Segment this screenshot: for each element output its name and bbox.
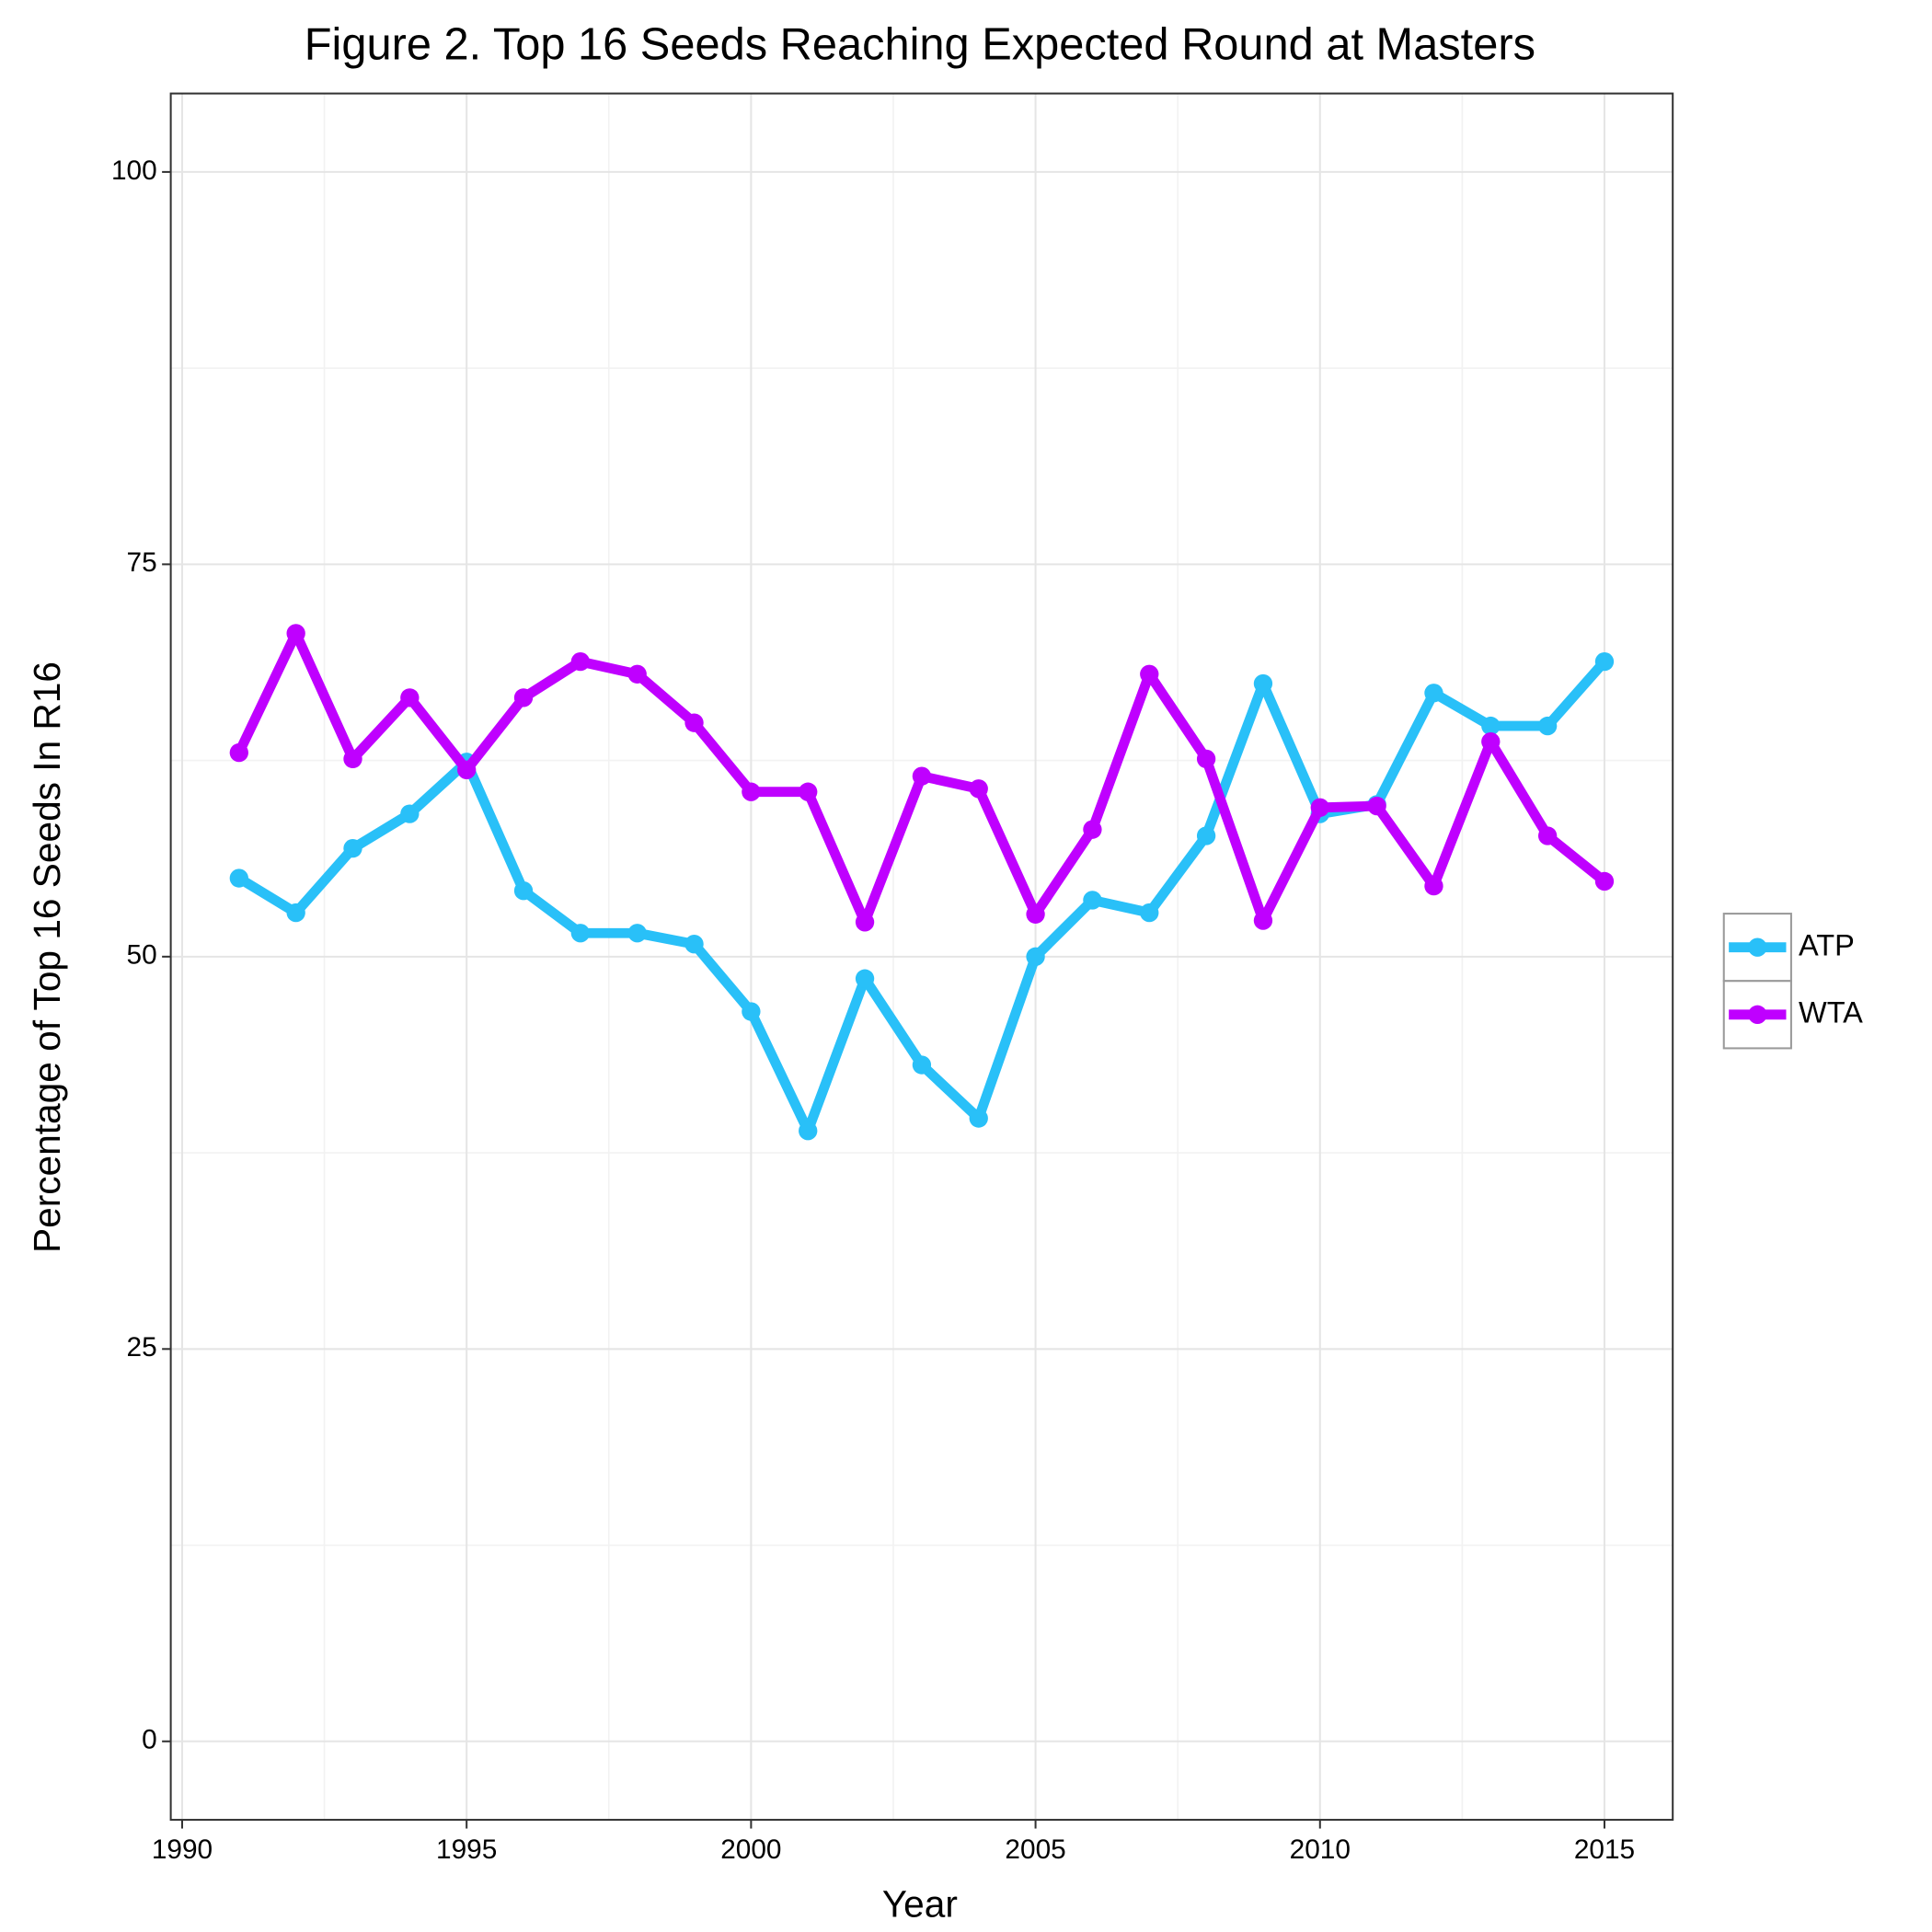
data-point: [400, 688, 420, 707]
data-point: [1026, 904, 1045, 924]
data-point: [1083, 891, 1102, 910]
series: [229, 624, 1615, 932]
data-point: [1537, 716, 1558, 736]
data-point: [799, 782, 818, 801]
data-point: [1253, 673, 1273, 694]
legend-label: ATP: [1799, 928, 1855, 961]
data-point: [969, 779, 988, 799]
data-point: [1196, 749, 1216, 769]
data-point: [799, 1121, 818, 1141]
data-point: [513, 688, 534, 707]
data-point: [627, 924, 647, 943]
data-point: [343, 749, 362, 769]
data-point: [1367, 796, 1386, 816]
chart-title: Figure 2. Top 16 Seeds Reaching Expected…: [305, 19, 1535, 69]
data-point: [1481, 731, 1501, 752]
data-point: [742, 782, 761, 801]
legend-label: WTA: [1799, 995, 1863, 1029]
data-point: [855, 969, 875, 988]
y-tick-label: 50: [127, 940, 157, 971]
data-point: [457, 760, 477, 780]
data-point: [1196, 826, 1216, 845]
data-point: [229, 868, 248, 888]
data-point: [1140, 903, 1159, 923]
data-point: [1140, 664, 1159, 684]
data-point: [286, 903, 305, 923]
data-point: [912, 766, 932, 786]
data-point: [1026, 947, 1045, 966]
x-tick-label: 1995: [436, 1834, 497, 1865]
x-tick-label: 2015: [1574, 1834, 1635, 1865]
data-point: [1481, 716, 1501, 736]
data-point: [855, 913, 875, 932]
x-axis-title: Year: [882, 1883, 958, 1926]
data-point: [1083, 820, 1102, 839]
legend-point: [1748, 937, 1767, 957]
data-point: [912, 1055, 932, 1075]
data-point: [1537, 826, 1558, 845]
y-tick-label: 100: [111, 155, 157, 186]
data-point: [627, 664, 647, 684]
x-tick-label: 2010: [1290, 1834, 1351, 1865]
y-tick-label: 0: [142, 1725, 157, 1755]
data-point: [1253, 911, 1273, 930]
y-tick-label: 75: [127, 547, 157, 578]
data-point: [513, 881, 534, 901]
data-point: [286, 624, 305, 643]
data-point: [570, 924, 591, 943]
data-point: [229, 742, 248, 763]
data-point: [1594, 651, 1615, 672]
plot-border: [169, 92, 1674, 1822]
x-tick-label: 2000: [720, 1834, 781, 1865]
data-point: [343, 838, 362, 858]
x-tick-label: 2005: [1005, 1834, 1065, 1865]
data-point: [570, 651, 591, 672]
data-point: [1424, 876, 1443, 896]
x-tick-label: 1990: [152, 1834, 213, 1865]
data-point: [400, 804, 420, 823]
data-point: [684, 713, 704, 732]
data-point: [969, 1109, 988, 1128]
legend-point: [1748, 1005, 1767, 1024]
data-point: [742, 1002, 761, 1021]
data-point: [1594, 871, 1615, 891]
data-point: [1310, 798, 1329, 817]
y-tick-label: 25: [127, 1332, 157, 1363]
data-point: [1424, 684, 1443, 703]
data-point: [684, 935, 704, 954]
y-axis-title: Percentage of Top 16 Seeds In R16: [26, 661, 68, 1253]
